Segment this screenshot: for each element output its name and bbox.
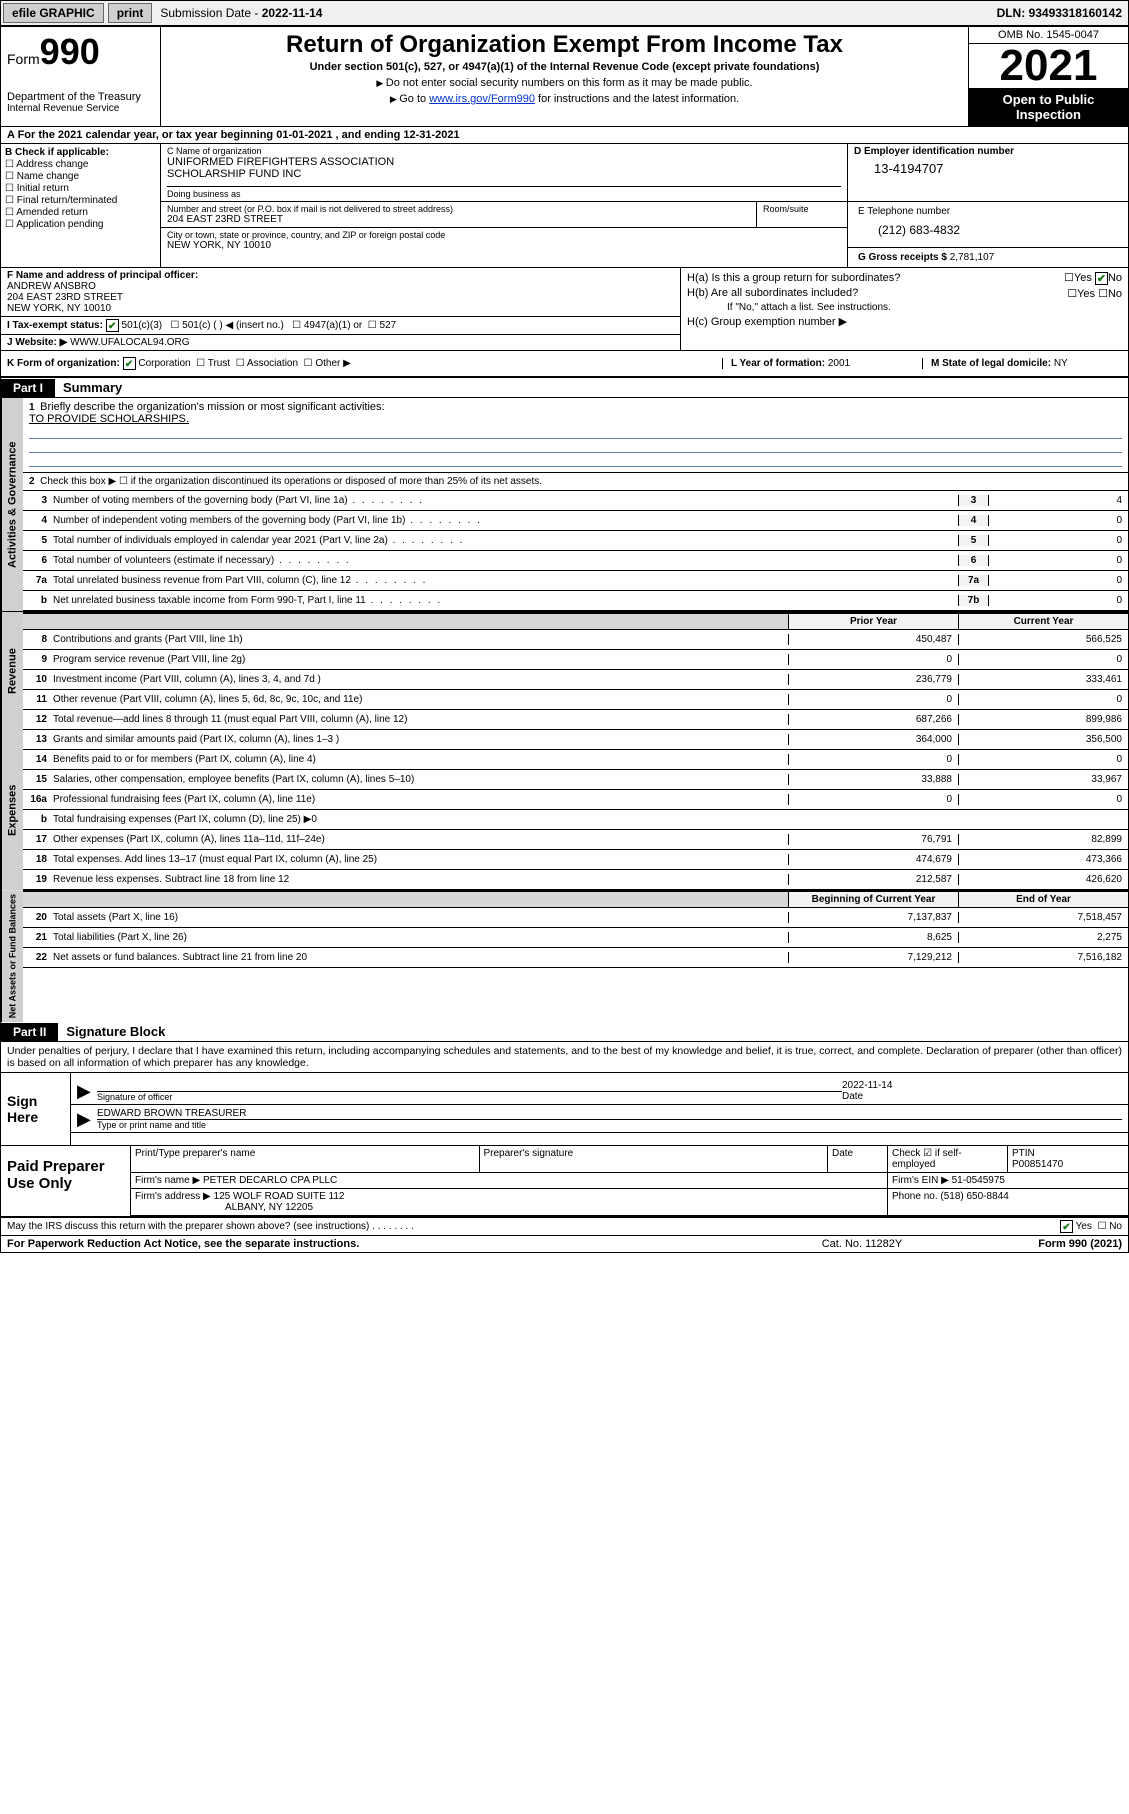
street-address: Number and street (or P.O. box if mail i… [161,202,757,227]
chk-final-return[interactable]: Final return/terminated [5,195,156,206]
gov-line-7b: bNet unrelated business taxable income f… [23,591,1128,611]
chk-address-change[interactable]: Address change [5,159,156,170]
block-h: H(a) Is this a group return for subordin… [681,268,1128,350]
dept-treasury: Department of the Treasury [7,91,154,103]
efile-badge: efile GRAPHIC [3,3,104,23]
exp-line-18: 18Total expenses. Add lines 13–17 (must … [23,850,1128,870]
principal-officer: F Name and address of principal officer:… [1,268,680,317]
tax-exempt-status: I Tax-exempt status: 501(c)(3) ☐ 501(c) … [1,317,680,335]
rev-line-8: 8Contributions and grants (Part VIII, li… [23,630,1128,650]
line1-mission: 1 Briefly describe the organization's mi… [23,398,1128,473]
link-note: Go to www.irs.gov/Form990 for instructio… [169,93,960,105]
form-number: Form990 [7,31,154,73]
telephone-block: E Telephone number (212) 683-4832 [848,202,1128,248]
rev-line-10: 10Investment income (Part VIII, column (… [23,670,1128,690]
officer-name-field: EDWARD BROWN TREASURER Type or print nam… [97,1108,1122,1130]
submission-label: Submission Date - 2022-11-14 [154,4,328,22]
paid-preparer-label: Paid Preparer Use Only [1,1146,131,1216]
exp-line-13: 13Grants and similar amounts paid (Part … [23,730,1128,750]
firm-address-row: Firm's address ▶ 125 WOLF ROAD SUITE 112… [131,1189,1128,1216]
gov-line-4: 4Number of independent voting members of… [23,511,1128,531]
block-b-checkboxes: B Check if applicable: Address change Na… [1,144,161,267]
chk-initial-return[interactable]: Initial return [5,183,156,194]
tax-year: 2021 [969,44,1128,88]
form-header: Form990 Department of the Treasury Inter… [1,27,1128,127]
sign-here-label: Sign Here [1,1073,71,1145]
prior-current-header: Prior Year Current Year [23,612,1128,630]
exp-line-b: bTotal fundraising expenses (Part IX, co… [23,810,1128,830]
tab-net-assets: Net Assets or Fund Balances [1,890,23,1022]
part1-header: Part I Summary [1,378,1128,398]
line2-checkbox: 2 Check this box ▶ ☐ if the organization… [23,473,1128,491]
perjury-statement: Under penalties of perjury, I declare th… [1,1042,1128,1073]
exp-line-14: 14Benefits paid to or for members (Part … [23,750,1128,770]
chk-application-pending[interactable]: Application pending [5,219,156,230]
exp-line-17: 17Other expenses (Part IX, column (A), l… [23,830,1128,850]
tab-expenses: Expenses [1,730,23,890]
preparer-row1: Print/Type preparer's name Preparer's si… [131,1146,1128,1173]
dln: DLN: 93493318160142 [991,4,1128,22]
room-suite: Room/suite [757,202,847,227]
begin-end-header: Beginning of Current Year End of Year [23,890,1128,908]
form-title: Return of Organization Exempt From Incom… [169,31,960,59]
website-link[interactable]: WWW.UFALOCAL94.ORG [70,337,189,348]
rev-line-9: 9Program service revenue (Part VIII, lin… [23,650,1128,670]
tab-revenue: Revenue [1,612,23,730]
discuss-row: May the IRS discuss this return with the… [1,1218,1128,1236]
tab-governance: Activities & Governance [1,398,23,611]
ha-no[interactable] [1095,272,1108,285]
net-line-20: 20Total assets (Part X, line 16)7,137,83… [23,908,1128,928]
ssn-note: Do not enter social security numbers on … [169,77,960,89]
chk-name-change[interactable]: Name change [5,171,156,182]
officer-signature-field[interactable]: Signature of officer [97,1075,842,1102]
ein-block: D Employer identification number 13-4194… [848,144,1128,201]
discuss-yes[interactable] [1060,1220,1073,1233]
open-public-badge: Open to Public Inspection [969,88,1128,126]
gov-line-3: 3Number of voting members of the governi… [23,491,1128,511]
top-toolbar: efile GRAPHIC print Submission Date - 20… [0,0,1129,26]
chk-corporation[interactable] [123,357,136,370]
print-button[interactable]: print [108,3,153,23]
rev-line-12: 12Total revenue—add lines 8 through 11 (… [23,710,1128,730]
gov-line-5: 5Total number of individuals employed in… [23,531,1128,551]
exp-line-16a: 16aProfessional fundraising fees (Part I… [23,790,1128,810]
firm-name-row: Firm's name ▶ PETER DECARLO CPA PLLC Fir… [131,1173,1128,1189]
paperwork-notice: For Paperwork Reduction Act Notice, see … [1,1236,1128,1252]
rev-line-11: 11Other revenue (Part VIII, column (A), … [23,690,1128,710]
net-line-22: 22Net assets or fund balances. Subtract … [23,948,1128,968]
gov-line-6: 6Total number of volunteers (estimate if… [23,551,1128,571]
exp-line-19: 19Revenue less expenses. Subtract line 1… [23,870,1128,890]
website-row: J Website: ▶ WWW.UFALOCAL94.ORG [1,335,680,350]
org-name-block: C Name of organization UNIFORMED FIREFIG… [161,144,848,201]
chk-501c3[interactable] [106,319,119,332]
gross-receipts: G Gross receipts $ 2,781,107 [848,248,1128,267]
form-subtitle: Under section 501(c), 527, or 4947(a)(1)… [169,61,960,73]
irs-label: Internal Revenue Service [7,103,154,114]
net-line-21: 21Total liabilities (Part X, line 26)8,6… [23,928,1128,948]
exp-line-15: 15Salaries, other compensation, employee… [23,770,1128,790]
tax-period: A For the 2021 calendar year, or tax yea… [1,127,1128,144]
irs-link[interactable]: www.irs.gov/Form990 [429,93,535,105]
part2-header: Part II Signature Block [1,1022,1128,1042]
city-state-zip: City or town, state or province, country… [161,228,847,267]
gov-line-7a: 7aTotal unrelated business revenue from … [23,571,1128,591]
klm-row: K Form of organization: Corporation ☐ Tr… [1,351,1128,378]
signature-date: 2022-11-14 Date [842,1080,1122,1102]
chk-amended-return[interactable]: Amended return [5,207,156,218]
